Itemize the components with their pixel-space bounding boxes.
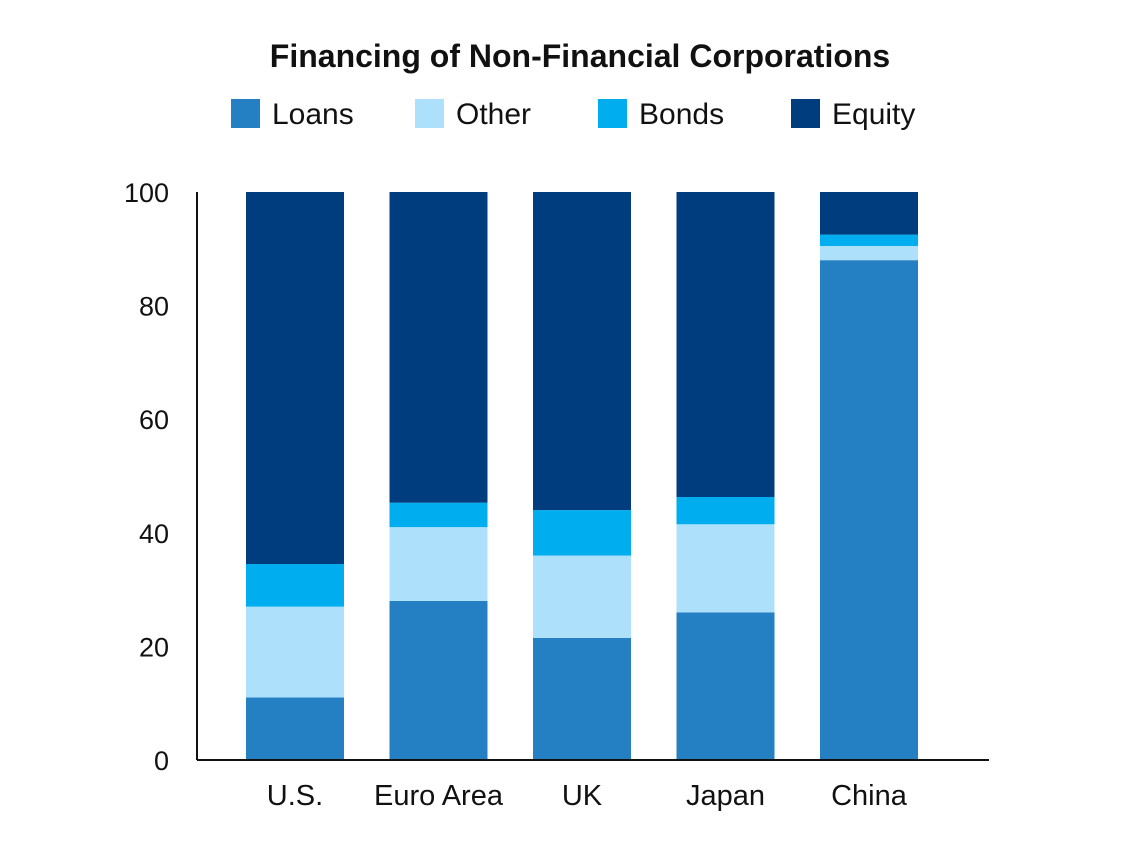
legend-label-other: Other: [456, 98, 531, 131]
bar-euro-area-loans: [389, 600, 488, 760]
bar-china-equity: [820, 192, 918, 235]
bar-stack-china: [820, 192, 918, 760]
bar-euro-area-equity: [389, 192, 488, 503]
bar-china-bonds: [820, 234, 918, 246]
bar-stack-uk: [533, 192, 631, 760]
y-tick-label-60: 60: [139, 405, 169, 435]
y-tick-label-40: 40: [139, 519, 169, 549]
y-tick-label-100: 100: [124, 178, 169, 208]
chart-title: Financing of Non-Financial Corporations: [270, 38, 890, 74]
bar-euro-area-bonds: [389, 502, 488, 528]
legend-item-other: Other: [415, 98, 531, 131]
x-axis: U.S. Euro Area UK Japan China: [197, 759, 989, 812]
bar-uk-bonds: [533, 510, 631, 556]
bar-stack-japan: [676, 192, 775, 760]
x-tick-label-china: China: [831, 780, 908, 812]
legend-label-equity: Equity: [832, 98, 915, 131]
bar-stack-u-s: [246, 192, 344, 760]
bar-uk-other: [533, 555, 631, 638]
bar-euro-area-other: [389, 527, 488, 601]
bar-china-loans: [820, 260, 918, 760]
y-axis: 0 20 40 60 80 100: [124, 178, 198, 776]
y-tick-label-0: 0: [154, 746, 169, 776]
legend-label-bonds: Bonds: [639, 98, 724, 131]
legend-item-equity: Equity: [791, 98, 915, 131]
bar-stack-euro-area: [389, 192, 488, 760]
y-tick-label-80: 80: [139, 292, 169, 322]
bar-u-s-loans: [246, 697, 344, 760]
bar-u-s-equity: [246, 192, 344, 565]
legend-swatch-bonds: [598, 99, 627, 128]
bar-u-s-other: [246, 606, 344, 698]
legend-swatch-other: [415, 99, 444, 128]
bar-japan-bonds: [676, 497, 775, 525]
legend-swatch-loans: [231, 99, 260, 128]
bars: [246, 192, 918, 760]
legend-swatch-equity: [791, 99, 820, 128]
x-tick-label-uk: UK: [562, 780, 603, 812]
bar-japan-other: [676, 524, 775, 613]
x-tick-label-u-s: U.S.: [267, 780, 323, 812]
bar-china-other: [820, 245, 918, 261]
legend-item-bonds: Bonds: [598, 98, 724, 131]
legend: Loans Other Bonds Equity: [231, 98, 915, 131]
bar-u-s-bonds: [246, 564, 344, 607]
x-tick-label-euro-area: Euro Area: [374, 780, 504, 812]
bar-japan-equity: [676, 192, 775, 498]
bar-uk-equity: [533, 192, 631, 511]
bar-uk-loans: [533, 637, 631, 760]
bar-japan-loans: [676, 612, 775, 760]
legend-item-loans: Loans: [231, 98, 354, 131]
legend-label-loans: Loans: [272, 98, 354, 131]
x-tick-label-japan: Japan: [686, 780, 765, 812]
y-tick-label-20: 20: [139, 632, 169, 662]
